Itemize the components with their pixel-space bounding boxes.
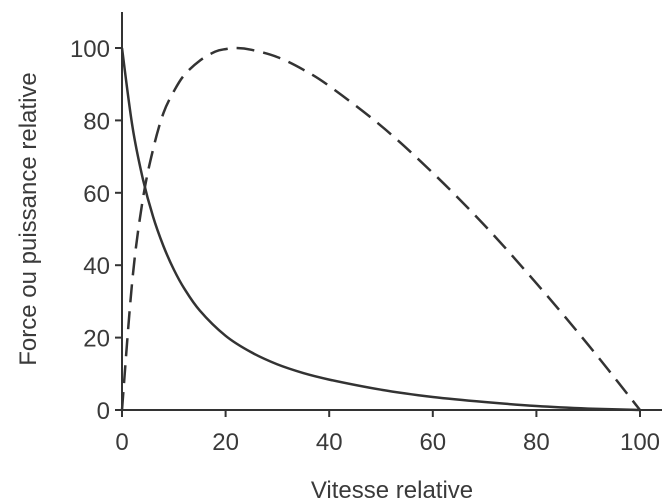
y-tick-label: 20: [83, 326, 110, 353]
x-tick-label: 80: [523, 429, 550, 456]
y-tick-label: 80: [83, 108, 110, 135]
y-axis-title: Force ou puissance relative: [15, 72, 42, 365]
series-layer: [120, 46, 641, 412]
y-tick-label: 40: [83, 253, 110, 280]
y-tick-label: 0: [97, 398, 110, 425]
force-curve-solid: [120, 47, 641, 412]
ticks: 0 20 40 60 80 100 0 20 40 60 80 100: [70, 36, 660, 456]
x-tick-label: 60: [419, 429, 446, 456]
y-tick-label: 60: [83, 181, 110, 208]
x-axis-title: Vitesse relative: [311, 477, 473, 504]
x-tick-label: 0: [115, 429, 128, 456]
x-tick-label: 100: [620, 429, 660, 456]
power-curve-dashed: [120, 46, 641, 411]
x-tick-label: 40: [316, 429, 343, 456]
y-tick-label: 100: [70, 36, 110, 63]
x-tick-label: 20: [212, 429, 239, 456]
axes: [121, 12, 662, 411]
